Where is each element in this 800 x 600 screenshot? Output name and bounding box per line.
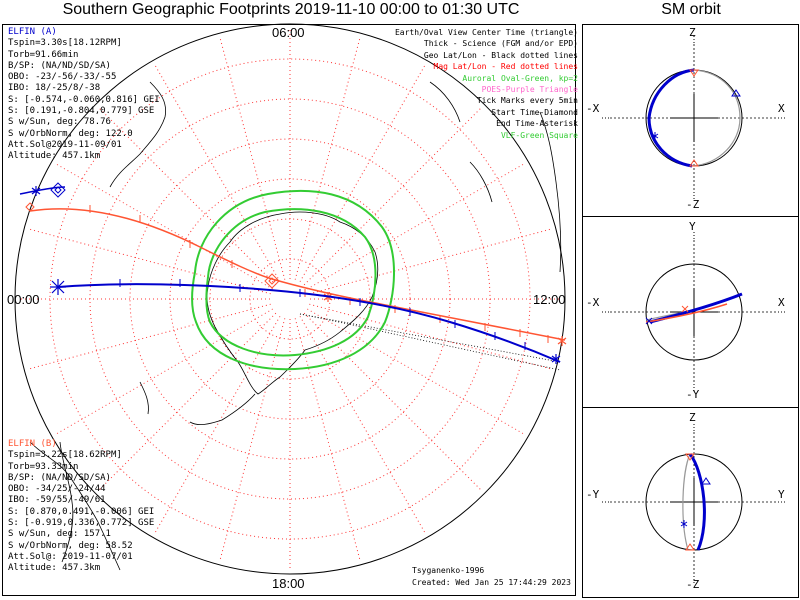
legend-entry: End Time-Asterisk	[496, 119, 578, 129]
elfin-a-info-line: S: [0.191,-0.804,0.779] GSE	[8, 106, 155, 117]
elfin-b-name: ELFIN (B)	[8, 439, 57, 449]
elfin-b-info-line: S w/OrbNorm, deg: 58.52	[8, 540, 133, 551]
legend-entry: Auroral Oval-Green, kp=2	[462, 73, 578, 83]
sm-orbit-title: SM orbit	[661, 1, 721, 18]
elfin-a-info-line: OBO: -23/-56/-33/-55	[8, 72, 117, 83]
sm2-right: X	[778, 296, 785, 309]
elfin-a-diamond	[50, 182, 66, 198]
globe-outline	[14, 23, 566, 575]
legend-entry: POES-Purple Triangle	[481, 85, 578, 95]
legend: Earth/Oval View Center Time (triangle) Th…	[395, 27, 578, 141]
time-label-right: 12:00	[533, 292, 566, 307]
sm2-top: Y	[689, 220, 696, 233]
time-label-bottom: 18:00	[272, 576, 305, 591]
geo-latlon-grid	[299, 313, 561, 371]
sm3-top: Z	[689, 411, 696, 424]
created-timestamp: Created: Wed Jan 25 17:44:29 2023	[412, 578, 571, 587]
mag-latlon-grid	[20, 29, 560, 569]
elfin-a-info-line: B/SP: (NA/ND/SD/SA)	[8, 60, 111, 71]
sm-panel-xy	[602, 232, 786, 392]
sm1-right: X	[778, 102, 785, 115]
elfin-b-info: ELFIN (B) Tspin=3.22s[18.62RPM] Torb=93.3…	[8, 439, 154, 575]
elfin-a-info-line: S w/OrbNorm, deg: 122.0	[8, 128, 133, 139]
elfin-b-info-line: B/SP: (NA/ND/SD/SA)	[8, 472, 111, 483]
legend-entry: VLF-Green Square	[500, 130, 578, 140]
elfin-a-ticks	[119, 279, 526, 350]
elfin-a-info: ELFIN (A) Tspin=3.30s[18.12RPM] Torb=91.6…	[8, 27, 160, 163]
legend-entry: Thick - Science (FGM and/or EPD)	[423, 39, 578, 49]
elfin-a-start-asterisk	[31, 186, 41, 196]
coastlines	[29, 81, 562, 571]
elfin-a-info-line: S: [-0.574,-0.060,0.816] GEI	[8, 94, 160, 105]
elfin-a-name: ELFIN (A)	[8, 27, 57, 37]
sm1-left: -X	[586, 102, 600, 115]
plot-title: Southern Geographic Footprints 2019-11-1…	[62, 1, 520, 18]
sm2-bottom: -Y	[686, 388, 700, 401]
elfin-b-info-line: Att.Sol@: 2019-11-07/01	[8, 551, 133, 562]
elfin-a-end-asterisk	[551, 354, 561, 364]
elfin-b-info-line: Altitude: 457.3km	[8, 563, 101, 574]
elfin-a-info-line: IBO: 18/-25/8/-38	[8, 83, 101, 94]
elfin-a-info-line: Torb=91.66min	[8, 49, 79, 60]
elfin-b-info-line: S: [0.870,0.491,-0.006] GEI	[8, 506, 155, 517]
sm-orbit-panels: Z -Z -X X Y -Y -X X Z -Z -Y Y	[582, 22, 800, 598]
legend-entry: Earth/Oval View Center Time (triangle)	[394, 28, 578, 37]
elfin-b-info-line: S w/Sun, deg: 157.1	[8, 529, 111, 540]
elfin-b-center-diamond	[264, 273, 280, 289]
legend-entry: Mag Lat/Lon - Red dotted lines	[433, 62, 579, 72]
time-label-top: 06:00	[272, 25, 305, 40]
elfin-b-info-line: S: [-0.919,0.336,0.772] GSE	[8, 518, 155, 529]
sm2-left: -X	[586, 296, 600, 309]
sm3-bottom: -Z	[686, 578, 700, 591]
elfin-a-asterisk	[50, 279, 66, 295]
elfin-b-end-asterisk	[557, 336, 567, 346]
footprint-map	[0, 22, 582, 598]
elfin-a-info-line: Att.Sol@2019-11-09/01	[8, 139, 122, 150]
legend-entry: Start Time-Diamond	[491, 107, 578, 117]
model-credit: Tsyganenko-1996	[412, 566, 485, 575]
elfin-a-track	[19, 182, 561, 364]
legend-entry: Geo Lat/Lon - Black dotted lines	[423, 50, 578, 60]
time-label-left: 00:00	[7, 292, 40, 307]
elfin-b-start-diamond	[25, 202, 35, 212]
sm1-bottom: -Z	[686, 198, 700, 211]
sm3-left: -Y	[586, 488, 600, 501]
legend-entry: Tick Marks every 5min	[476, 96, 578, 106]
sm-panel-yz	[602, 424, 786, 584]
elfin-a-info-line: S w/Sun, deg: 78.76	[8, 117, 111, 128]
auroral-oval	[191, 189, 395, 371]
sm3-right: Y	[778, 488, 785, 501]
elfin-b-ticks	[89, 205, 549, 343]
elfin-a-info-line: Altitude: 457.1km	[8, 151, 101, 162]
sm1-top: Z	[689, 26, 696, 39]
elfin-b-info-line: IBO: -59/55/-49/61	[8, 495, 106, 506]
elfin-b-track	[25, 202, 567, 346]
sm-panel-xz	[602, 36, 786, 200]
elfin-b-info-line: Torb=93.33min	[8, 461, 79, 472]
elfin-b-info-line: Tspin=3.22s[18.62RPM]	[8, 450, 122, 461]
elfin-a-info-line: Tspin=3.30s[18.12RPM]	[8, 38, 122, 49]
elfin-b-info-line: OBO: -34/25/-24/44	[8, 484, 106, 495]
